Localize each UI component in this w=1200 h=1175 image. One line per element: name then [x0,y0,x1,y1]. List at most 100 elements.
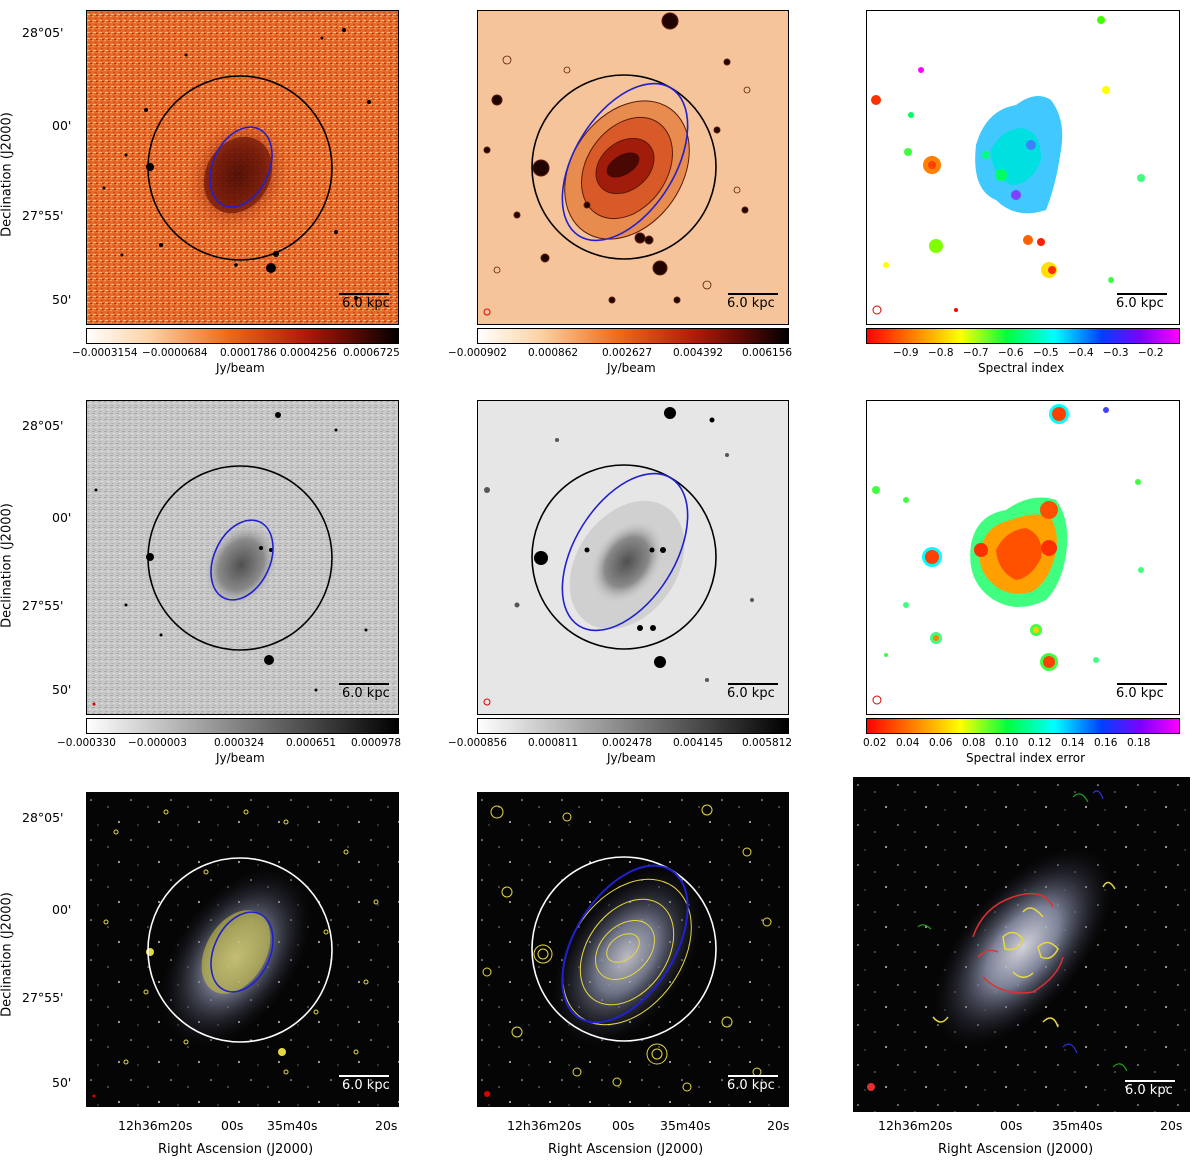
ra-tick: 00s [612,1118,635,1133]
cbar-tick: −0.6 [998,347,1024,359]
ra-tick: 35m40s [1052,1118,1103,1133]
radio-map-orange-1 [86,10,399,325]
dec-tick: 28°05' [22,25,64,40]
beam-marker [872,695,882,705]
ra-tick: 12h36m20s [507,1118,582,1133]
panel-r3c3: 6.0 kpc [853,777,1190,1112]
cbar-tick: 0.16 [1094,737,1118,749]
dec-tick: 28°05' [22,810,64,825]
cbar-tick: 0.0006725 [343,347,400,359]
scale-bar-label: 6.0 kpc [342,686,390,701]
cbar-tick: −0.0000684 [142,347,208,359]
y-axis-label-row3: Declination (J2000) [0,892,15,1017]
dec-tick: 50' [52,292,72,307]
cbar-tick: 0.12 [1028,737,1052,749]
dec-tick: 27°55' [22,598,64,613]
galaxy-ellipse [561,864,689,1024]
scale-bar-label: 6.0 kpc [727,686,775,701]
cbar-tick: 0.18 [1127,737,1151,749]
galaxy-ellipse [210,519,274,601]
dec-tick: 28°05' [22,418,64,433]
y-axis-label-row2: Declination (J2000) [0,503,15,628]
ra-tick: 12h36m20s [878,1118,953,1133]
cbar-tick: −0.000003 [128,737,187,749]
scale-bar-label: 6.0 kpc [342,1078,390,1093]
cbar-label: Spectral index [978,361,1065,375]
beam-marker [92,1094,96,1098]
optical-spectral-contours [853,777,1190,1112]
cbar-tick: 0.004145 [673,737,724,749]
cbar-tick: −0.8 [928,347,954,359]
ra-tick: 20s [375,1118,398,1133]
dec-tick: 00' [52,118,72,133]
dec-tick: 27°55' [22,208,64,223]
ra-tick: 00s [221,1118,244,1133]
cbar-tick: 0.000862 [528,347,579,359]
cbar-tick: −0.4 [1068,347,1094,359]
galaxy-ellipse [561,82,689,242]
cbar-label: Jy/beam [216,751,265,765]
beam-marker [872,305,882,315]
cbar-label: Jy/beam [216,361,265,375]
scale-bar-label: 6.0 kpc [1116,686,1164,701]
cbar-tick: 0.02 [863,737,887,749]
cbar-tick: 0.14 [1061,737,1085,749]
x-axis-label-c2: Right Ascension (J2000) [548,1142,704,1157]
beam-marker [483,308,491,316]
beam-marker [484,1091,490,1097]
radio-map-gray-1 [86,400,399,715]
dec-tick: 00' [52,510,72,525]
panel-r2c1: 6.0 kpc [86,400,399,715]
colorbar-r2c3: 0.02 0.04 0.06 0.08 0.10 0.12 0.14 0.16 … [863,718,1180,765]
ra-tick: 35m40s [660,1118,711,1133]
galaxy-ellipse [210,911,274,993]
colorbar-r1c2: −0.000902 0.000862 0.002627 0.004392 0.0… [448,328,793,375]
cbar-tick: −0.0003154 [72,347,138,359]
cbar-tick: 0.000324 [214,737,265,749]
aperture-circle [147,857,333,1043]
panel-r3c1: 6.0 kpc [86,792,399,1107]
panel-r2c2: 6.0 kpc [477,400,789,715]
panel-r1c2: 6.0 kpc [477,10,789,325]
cbar-tick: 0.10 [995,737,1019,749]
beam-marker [867,1083,875,1091]
cbar-tick: −0.9 [893,347,919,359]
dec-tick: 27°55' [22,990,64,1005]
cbar-label: Spectral index error [966,751,1086,765]
aperture-circle [147,465,333,651]
colorbar-r2c2: −0.000856 0.000811 0.002478 0.004145 0.0… [448,718,792,765]
cbar-tick: −0.000856 [448,737,507,749]
dec-tick: 50' [52,682,72,697]
cbar-tick: 0.04 [896,737,920,749]
ra-tick: 00s [1000,1118,1023,1133]
cbar-tick: 0.000651 [286,737,337,749]
aperture-circle [531,856,717,1042]
panel-r1c3: 6.0 kpc [866,10,1180,325]
cbar-tick: 0.08 [962,737,986,749]
x-axis-label-c3: Right Ascension (J2000) [938,1142,1094,1157]
cbar-tick: 0.002627 [602,347,653,359]
cbar-tick: −0.3 [1103,347,1129,359]
cbar-tick: 0.000978 [351,737,402,749]
ra-tick: 35m40s [267,1118,318,1133]
cbar-tick: −0.000330 [57,737,116,749]
colorbar-r2c1: −0.000330 −0.000003 0.000324 0.000651 0.… [57,718,402,765]
ra-tick: 12h36m20s [118,1118,193,1133]
cbar-tick: 0.006156 [742,347,793,359]
galaxy-ellipse [561,472,689,632]
optical-overlay-2 [477,792,789,1107]
cbar-label: Jy/beam [607,361,656,375]
scale-bar-label: 6.0 kpc [342,296,390,311]
scale-bar-label: 6.0 kpc [1116,296,1164,311]
panel-r3c2: 6.0 kpc [477,792,789,1107]
cbar-tick: 0.002478 [602,737,653,749]
cbar-tick: 0.06 [929,737,953,749]
cbar-tick: 0.004392 [673,347,724,359]
cbar-tick: 0.0004256 [280,347,337,359]
scale-bar-label: 6.0 kpc [727,296,775,311]
x-axis-label-c1: Right Ascension (J2000) [158,1142,314,1157]
y-axis-label-row1: Declination (J2000) [0,112,15,237]
cbar-tick: −0.000902 [448,347,507,359]
cbar-tick: 0.000811 [528,737,579,749]
ra-tick: 20s [767,1118,790,1133]
